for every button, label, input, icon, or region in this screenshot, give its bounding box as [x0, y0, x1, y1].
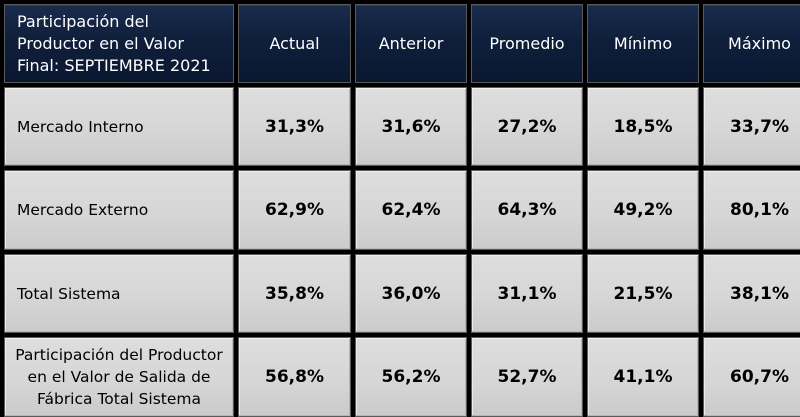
column-header-actual: Actual: [238, 4, 351, 83]
table-cell: 62,9%: [238, 170, 351, 250]
row-label-mercado-interno: Mercado Interno: [4, 87, 234, 166]
table-cell: 31,3%: [238, 87, 351, 166]
table-cell: 64,3%: [471, 170, 583, 250]
table-cell: 60,7%: [703, 337, 800, 417]
row-label-participacion-salida-fabrica: Participación del Productor en el Valor …: [4, 337, 234, 417]
table-cell: 31,1%: [471, 254, 583, 333]
table-cell: 35,8%: [238, 254, 351, 333]
column-header-maximo: Máximo: [703, 4, 800, 83]
table-cell: 27,2%: [471, 87, 583, 166]
table-cell: 49,2%: [587, 170, 699, 250]
table-cell: 36,0%: [355, 254, 467, 333]
data-table: Participación del Productor en el Valor …: [4, 4, 800, 417]
table-cell: 31,6%: [355, 87, 467, 166]
table-cell: 33,7%: [703, 87, 800, 166]
table-cell: 80,1%: [703, 170, 800, 250]
table-cell: 62,4%: [355, 170, 467, 250]
table-cell: 56,8%: [238, 337, 351, 417]
table-title: Participación del Productor en el Valor …: [4, 4, 234, 83]
table-cell: 21,5%: [587, 254, 699, 333]
row-label-total-sistema: Total Sistema: [4, 254, 234, 333]
column-header-minimo: Mínimo: [587, 4, 699, 83]
column-header-promedio: Promedio: [471, 4, 583, 83]
table-cell: 52,7%: [471, 337, 583, 417]
table-cell: 56,2%: [355, 337, 467, 417]
column-header-anterior: Anterior: [355, 4, 467, 83]
table-cell: 18,5%: [587, 87, 699, 166]
table-cell: 38,1%: [703, 254, 800, 333]
row-label-mercado-externo: Mercado Externo: [4, 170, 234, 250]
table-cell: 41,1%: [587, 337, 699, 417]
